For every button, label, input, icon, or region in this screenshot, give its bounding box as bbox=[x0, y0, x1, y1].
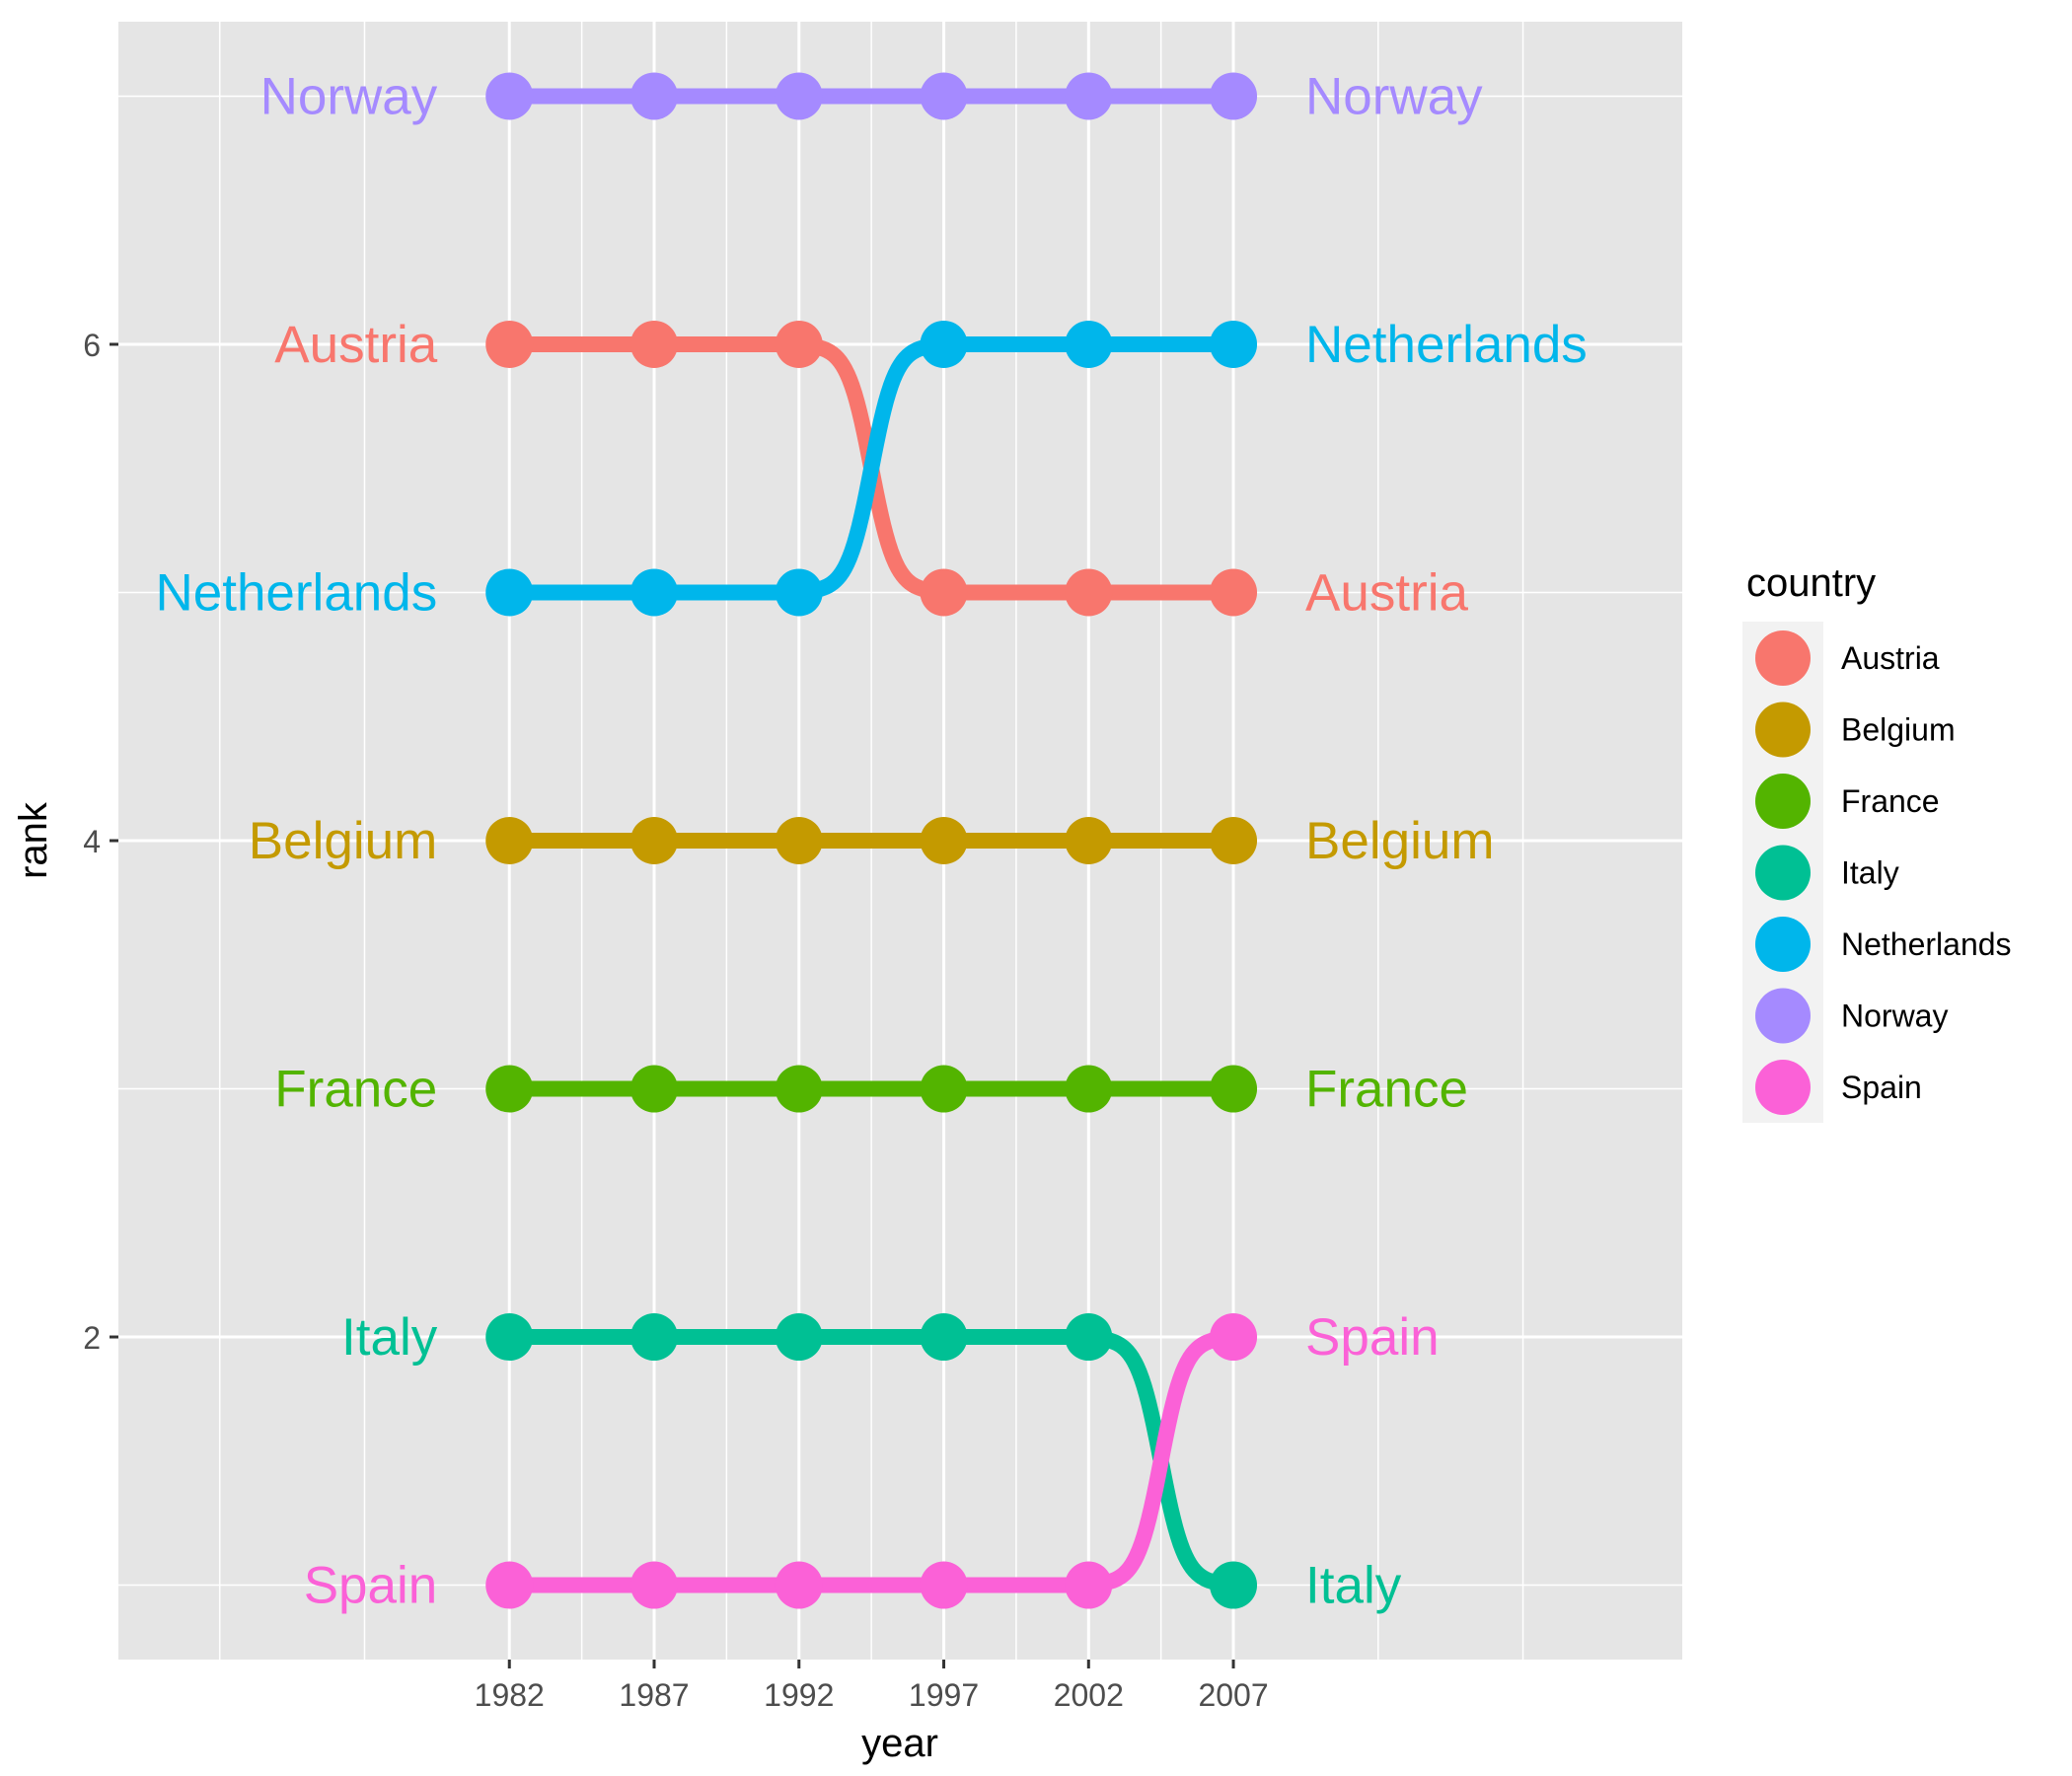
point-norway-1987 bbox=[630, 72, 679, 120]
start-labels: Austria Belgium France Italy Netherlands Norw… bbox=[155, 67, 437, 1614]
series-line-netherlands bbox=[501, 335, 1242, 601]
end-label-norway: Norway bbox=[1305, 67, 1483, 125]
legend-label-austria: Austria bbox=[1841, 640, 1940, 676]
point-spain-1982 bbox=[485, 1561, 534, 1609]
y-tick-label: 6 bbox=[83, 328, 101, 363]
legend-key-norway bbox=[1755, 988, 1811, 1044]
series-points bbox=[485, 72, 1258, 1609]
x-tick-label: 1992 bbox=[764, 1677, 834, 1713]
legend-label-norway: Norway bbox=[1841, 999, 1948, 1034]
y-axis: 2 4 6 bbox=[83, 328, 118, 1356]
point-france-1987 bbox=[630, 1065, 679, 1113]
start-label-austria: Austria bbox=[274, 316, 437, 374]
point-austria-2002 bbox=[1065, 568, 1113, 617]
point-italy-1997 bbox=[920, 1313, 968, 1362]
y-tick-label: 2 bbox=[83, 1320, 101, 1356]
point-italy-1982 bbox=[485, 1313, 534, 1362]
legend-items: Austria Belgium France Italy Netherlands Norw… bbox=[1742, 622, 2012, 1123]
series-line-spain bbox=[501, 1329, 1242, 1593]
x-tick-label: 1987 bbox=[619, 1677, 689, 1713]
point-france-1992 bbox=[775, 1065, 823, 1113]
point-belgium-1987 bbox=[630, 817, 679, 864]
start-label-belgium: Belgium bbox=[249, 812, 437, 870]
point-austria-1982 bbox=[485, 320, 534, 368]
point-norway-1992 bbox=[775, 72, 823, 120]
point-france-2002 bbox=[1065, 1065, 1113, 1113]
point-norway-2007 bbox=[1210, 72, 1258, 120]
point-austria-1987 bbox=[630, 320, 679, 368]
point-netherlands-2002 bbox=[1065, 320, 1113, 368]
start-label-norway: Norway bbox=[260, 67, 438, 125]
point-france-1982 bbox=[485, 1065, 534, 1113]
legend-key-spain bbox=[1755, 1060, 1811, 1115]
point-belgium-1982 bbox=[485, 817, 534, 864]
point-belgium-1997 bbox=[920, 817, 968, 864]
legend-key-netherlands bbox=[1755, 917, 1811, 972]
end-label-spain: Spain bbox=[1305, 1308, 1440, 1367]
x-axis-title: year bbox=[861, 1722, 938, 1765]
legend-label-netherlands: Netherlands bbox=[1841, 926, 2012, 962]
end-label-austria: Austria bbox=[1305, 563, 1468, 622]
point-italy-1987 bbox=[630, 1313, 679, 1362]
point-austria-1997 bbox=[920, 568, 968, 617]
end-label-france: France bbox=[1305, 1061, 1468, 1119]
point-austria-2007 bbox=[1210, 568, 1258, 617]
end-label-italy: Italy bbox=[1305, 1557, 1402, 1615]
x-tick-label: 1997 bbox=[909, 1677, 979, 1713]
point-belgium-2002 bbox=[1065, 817, 1113, 864]
y-axis-title: rank bbox=[12, 801, 55, 879]
point-spain-2002 bbox=[1065, 1561, 1113, 1609]
legend-title: country bbox=[1746, 561, 1876, 605]
start-label-france: France bbox=[274, 1061, 437, 1119]
point-spain-2007 bbox=[1210, 1313, 1258, 1362]
point-netherlands-1982 bbox=[485, 568, 534, 617]
series-lines bbox=[501, 88, 1242, 1593]
point-spain-1997 bbox=[920, 1561, 968, 1609]
legend: country Austria Belgium France Italy Netherl… bbox=[1742, 561, 2012, 1123]
end-label-belgium: Belgium bbox=[1305, 812, 1494, 870]
point-italy-1992 bbox=[775, 1313, 823, 1362]
legend-key-france bbox=[1755, 774, 1811, 829]
legend-label-spain: Spain bbox=[1841, 1070, 1922, 1105]
point-norway-1982 bbox=[485, 72, 534, 120]
series-line-italy bbox=[501, 1329, 1242, 1592]
legend-key-austria bbox=[1755, 630, 1811, 686]
point-france-2007 bbox=[1210, 1065, 1258, 1113]
start-label-italy: Italy bbox=[341, 1308, 438, 1367]
legend-label-france: France bbox=[1841, 783, 1940, 819]
point-netherlands-2007 bbox=[1210, 320, 1258, 368]
y-tick-label: 4 bbox=[83, 824, 101, 859]
x-axis: 1982 1987 1992 1997 2002 2007 bbox=[475, 1660, 1269, 1713]
x-tick-label: 1982 bbox=[475, 1677, 545, 1713]
point-belgium-1992 bbox=[775, 817, 823, 864]
point-norway-1997 bbox=[920, 72, 968, 120]
point-italy-2007 bbox=[1210, 1561, 1258, 1609]
start-label-spain: Spain bbox=[304, 1557, 438, 1615]
point-netherlands-1987 bbox=[630, 568, 679, 617]
point-italy-2002 bbox=[1065, 1313, 1113, 1362]
point-netherlands-1997 bbox=[920, 320, 968, 368]
point-belgium-2007 bbox=[1210, 817, 1258, 864]
legend-key-italy bbox=[1755, 845, 1811, 901]
start-label-netherlands: Netherlands bbox=[155, 563, 437, 622]
point-spain-1987 bbox=[630, 1561, 679, 1609]
point-spain-1992 bbox=[775, 1561, 823, 1609]
point-norway-2002 bbox=[1065, 72, 1113, 120]
legend-label-italy: Italy bbox=[1841, 855, 1899, 891]
end-label-netherlands: Netherlands bbox=[1305, 316, 1588, 374]
legend-key-belgium bbox=[1755, 702, 1811, 758]
point-austria-1992 bbox=[775, 320, 823, 368]
legend-label-belgium: Belgium bbox=[1841, 712, 1956, 748]
x-tick-label: 2002 bbox=[1054, 1677, 1124, 1713]
point-netherlands-1992 bbox=[775, 568, 823, 617]
x-tick-label: 2007 bbox=[1198, 1677, 1268, 1713]
point-france-1997 bbox=[920, 1065, 968, 1113]
end-labels: Austria Belgium France Italy Netherlands Norw… bbox=[1305, 67, 1588, 1614]
